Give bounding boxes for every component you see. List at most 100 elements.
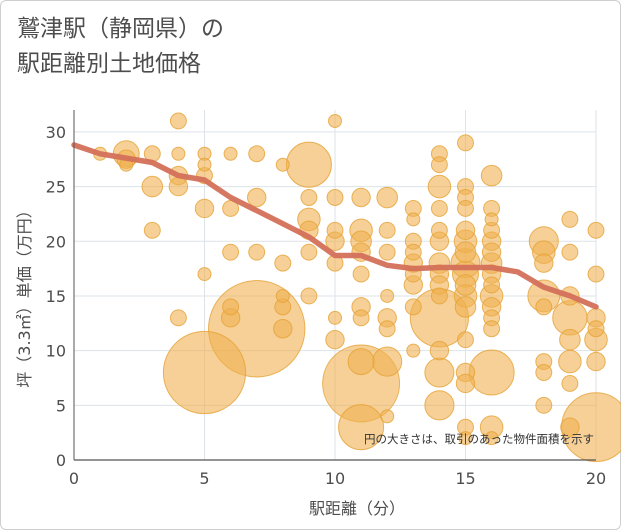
data-point — [380, 409, 395, 424]
data-point — [535, 364, 553, 381]
data-point — [194, 198, 215, 219]
data-point — [404, 298, 422, 316]
y-tick-label: 5 — [56, 396, 66, 415]
y-tick-label: 0 — [56, 451, 66, 470]
data-point — [143, 221, 161, 239]
chart-title-line-2: 駅距離別土地価格 — [17, 51, 201, 77]
data-point — [559, 328, 581, 351]
data-point — [338, 404, 385, 451]
y-tick-label: 30 — [46, 123, 66, 142]
data-point — [483, 320, 501, 338]
data-point — [430, 156, 448, 174]
data-point — [457, 134, 474, 152]
data-point — [376, 186, 398, 209]
data-point — [457, 199, 474, 217]
data-point — [406, 343, 421, 358]
data-point — [169, 112, 187, 130]
data-point — [406, 212, 421, 227]
data-point — [561, 210, 579, 228]
data-point — [430, 287, 448, 305]
data-point — [454, 296, 477, 318]
data-point — [248, 145, 266, 163]
chart-title: 鷲津駅（静岡県）の 駅距離別土地価格 — [17, 12, 224, 82]
tick-labels: 0 5 10 15 20 25 30 0 5 10 15 20 — [46, 123, 607, 488]
data-point — [424, 390, 455, 421]
data-point — [328, 310, 342, 325]
data-point — [169, 309, 187, 327]
y-tick-label: 10 — [46, 342, 66, 361]
data-point — [300, 243, 318, 261]
data-points — [93, 112, 621, 463]
data-point — [468, 349, 515, 396]
data-point — [455, 373, 476, 394]
x-axis-label: 駅距離（分） — [309, 499, 405, 518]
data-point — [454, 274, 477, 296]
data-point — [484, 212, 499, 227]
axes — [73, 110, 596, 461]
data-point — [378, 221, 396, 239]
data-point — [454, 241, 477, 263]
data-point — [347, 348, 375, 376]
data-point — [275, 288, 290, 303]
x-tick-label: 10 — [325, 469, 345, 488]
data-point — [427, 174, 452, 199]
data-point — [325, 329, 345, 350]
data-point — [424, 357, 455, 388]
data-point — [352, 309, 370, 327]
data-point — [273, 319, 293, 339]
data-point — [587, 265, 605, 283]
data-point — [247, 187, 267, 208]
data-point — [274, 254, 292, 272]
data-point — [351, 187, 371, 208]
data-point — [535, 396, 553, 414]
data-point — [378, 320, 396, 338]
trend-line-group — [71, 142, 599, 310]
data-point — [300, 189, 318, 206]
chart-title-line-1: 鷲津駅（静岡県）の — [17, 16, 224, 42]
data-point — [558, 349, 582, 374]
data-point — [458, 431, 473, 446]
y-tick-label: 25 — [46, 178, 66, 197]
data-point — [457, 331, 474, 349]
y-tick-label: 20 — [46, 232, 66, 251]
x-tick-label: 15 — [455, 469, 475, 488]
data-point — [587, 221, 605, 239]
data-point — [378, 243, 396, 261]
data-point — [455, 220, 476, 241]
x-tick-label: 0 — [69, 469, 79, 488]
data-point — [587, 320, 605, 338]
data-point — [535, 298, 553, 316]
data-point — [561, 374, 579, 392]
data-point — [197, 267, 212, 282]
size-note: 円の大きさは、取引のあった物件面積を示す — [364, 432, 594, 446]
data-point — [222, 298, 240, 316]
data-point — [372, 346, 403, 377]
data-point — [328, 113, 342, 128]
data-point — [326, 221, 344, 239]
data-point — [300, 287, 318, 305]
data-point — [162, 330, 247, 415]
data-point — [197, 157, 212, 172]
data-point — [404, 243, 422, 261]
data-point — [534, 253, 554, 273]
y-tick-label: 15 — [46, 287, 66, 306]
data-point — [326, 189, 344, 206]
data-point — [380, 288, 395, 303]
x-tick-label: 20 — [586, 469, 606, 488]
x-tick-label: 5 — [199, 469, 209, 488]
data-point — [223, 146, 238, 161]
data-point — [560, 417, 580, 437]
data-point — [429, 340, 450, 361]
trend-line — [71, 142, 599, 310]
data-point — [481, 242, 502, 262]
data-point — [430, 199, 448, 217]
data-point — [248, 243, 266, 261]
data-point — [285, 141, 332, 188]
data-point — [586, 351, 606, 372]
data-point — [561, 243, 579, 261]
data-point — [352, 265, 370, 283]
data-point — [480, 164, 503, 187]
data-point — [430, 221, 448, 239]
